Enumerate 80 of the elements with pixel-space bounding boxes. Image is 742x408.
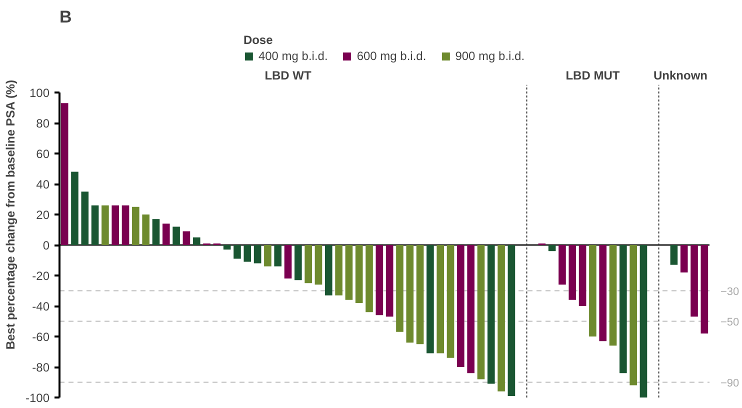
legend-label: 900 mg b.i.d. [455,49,525,63]
bar [294,245,302,280]
bar [640,245,648,398]
ref-line-label: −30 [720,286,740,298]
bar [568,245,576,300]
bar [274,245,282,266]
bar [324,245,332,296]
bar [416,245,424,344]
bar [71,172,78,245]
bar [91,205,99,245]
bar [477,245,485,380]
bar [467,245,474,374]
bar [192,237,200,245]
bar [366,245,373,312]
bar [60,103,68,245]
ref-line-label: −50 [720,316,740,328]
bar [700,245,708,334]
bar [457,245,464,367]
ref-line-label: −90 [720,377,740,390]
text: LBD WT [264,68,312,83]
bar [284,245,292,279]
bar [630,245,637,386]
bar [335,245,342,296]
bar [172,226,180,245]
y-axis-title: Best percentage change from baseline PSA (%) [3,80,18,350]
bar [314,245,322,285]
text: Unknown [654,68,708,83]
text: LBD MUT [566,68,620,83]
bar [508,245,516,396]
bar [234,245,241,259]
legend-label: 400 mg b.i.d. [258,49,328,63]
bar [162,224,170,245]
bar [670,245,678,265]
y-tick-label: 100 [29,86,50,100]
bar [690,245,698,317]
bar [426,245,434,354]
bar [680,245,688,272]
bar [254,245,262,264]
y-tick-label: 60 [36,147,50,161]
legend-title: Dose [243,33,274,47]
bar [487,245,495,384]
bar [609,245,617,346]
bar [446,245,454,358]
bar [142,214,150,245]
bar [112,205,120,245]
bar [223,245,231,250]
bar [182,231,190,245]
bar [498,245,505,392]
y-tick-label: -80 [32,360,50,374]
bar [81,192,89,245]
y-tick-label: 20 [36,208,50,222]
bar [589,245,596,336]
bar [558,245,566,285]
bar [345,245,353,300]
bar [264,245,272,266]
bar [304,245,312,284]
bar [620,245,627,374]
y-tick-label: 80 [36,116,50,130]
bar [152,219,160,245]
bar [386,245,394,317]
y-tick-label: 40 [36,178,50,192]
bar [102,205,109,245]
bar [436,245,444,354]
y-tick-label: 0 [42,238,50,252]
y-tick-label: -100 [25,391,50,405]
chart-title: B [60,8,72,26]
bar [406,245,414,343]
bar [355,245,363,303]
y-tick-label: -40 [32,300,50,314]
legend-label: 600 mg b.i.d. [356,49,426,63]
y-tick-label: -60 [32,330,50,344]
y-tick-label: -20 [32,269,50,283]
bar [132,206,140,245]
bar [122,205,130,245]
bar [396,245,404,332]
bar [244,245,252,262]
bar [578,245,586,306]
bar [599,245,607,342]
bar [376,245,384,316]
bar [548,245,556,252]
